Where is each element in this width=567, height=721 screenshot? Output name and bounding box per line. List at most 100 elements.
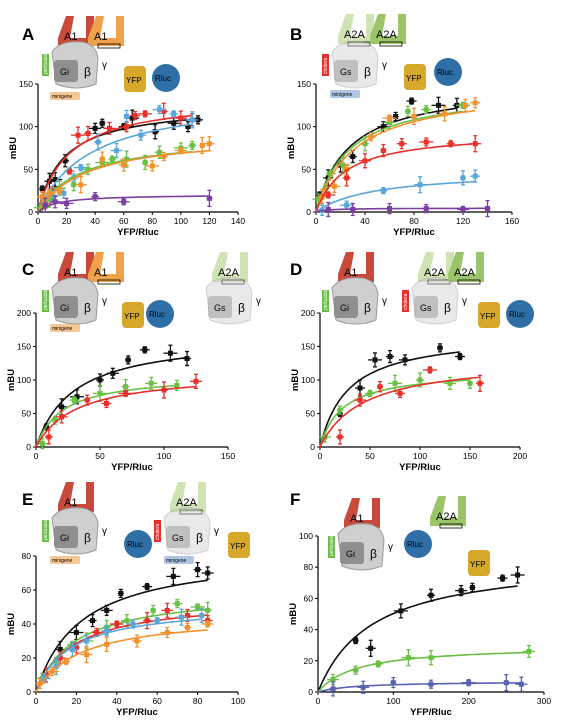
data-point xyxy=(61,190,67,196)
data-point xyxy=(462,102,468,108)
data-point xyxy=(46,434,52,440)
rluc-label: Rluc xyxy=(149,310,165,319)
panel-e: E 0 20 40 60 80 100 0 20 40 60 80 YFP/Rluc mBU xyxy=(6,490,245,718)
y-tick-label: 50 xyxy=(302,164,312,174)
data-point xyxy=(164,630,170,635)
yfp-barrel xyxy=(478,302,500,328)
cholera-label xyxy=(154,520,161,542)
g-protein-shape xyxy=(205,277,253,325)
data-point xyxy=(114,148,120,154)
beta-label: β xyxy=(238,301,245,315)
data-point xyxy=(362,158,368,164)
data-point xyxy=(428,681,434,687)
data-point xyxy=(57,647,63,652)
data-point xyxy=(330,677,336,683)
beta-label: β xyxy=(84,531,91,545)
a1-receptor-2-bar xyxy=(97,43,121,49)
panel-letter: B xyxy=(290,25,302,44)
panel-a: A 0 20 40 60 80 100 120 140 0 50 100 150 YFP/Rluc mBU xyxy=(8,25,245,238)
g-alpha-label: Gi xyxy=(60,303,69,313)
data-point xyxy=(337,407,343,413)
data-point xyxy=(92,194,98,200)
g-alpha-subunit xyxy=(340,542,364,564)
a1-receptor xyxy=(344,498,380,528)
g-alpha-subunit xyxy=(54,60,78,82)
data-point xyxy=(397,390,403,396)
yfp-label: YFP xyxy=(480,312,496,321)
data-point xyxy=(178,148,184,154)
data-point xyxy=(142,347,148,353)
series-lightblue xyxy=(315,169,481,216)
minigene-label-text: minigene xyxy=(52,558,73,564)
a2a-receptor-2 xyxy=(370,14,406,44)
pertussis-label-text: pertussis xyxy=(43,289,49,310)
data-point xyxy=(330,686,336,692)
pertussis-label-text: pertussis xyxy=(43,53,49,74)
data-point xyxy=(472,173,478,179)
yfp-label: YFP xyxy=(124,312,140,321)
data-point xyxy=(174,382,180,388)
data-point xyxy=(325,206,331,212)
fit-curve xyxy=(317,682,522,693)
gamma-label: γ xyxy=(214,526,219,537)
data-point xyxy=(167,350,173,356)
beta-label: β xyxy=(196,531,203,545)
x-tick-label: 0 xyxy=(34,696,39,706)
x-tick-label: 0 xyxy=(36,216,41,226)
x-tick-label: 100 xyxy=(386,696,400,706)
cholera-label-text: cholera xyxy=(155,523,161,540)
beta-label: β xyxy=(444,301,451,315)
data-point xyxy=(437,345,443,351)
gamma-label: γ xyxy=(102,60,107,71)
y-tick-label: 0 xyxy=(26,687,31,697)
y-tick-label: 0 xyxy=(310,442,315,452)
gamma-label: γ xyxy=(462,296,467,307)
yfp-barrel xyxy=(122,302,144,328)
data-point xyxy=(43,672,49,678)
data-point xyxy=(185,624,190,630)
data-point xyxy=(152,129,158,135)
x-tick-label: 40 xyxy=(112,696,122,706)
data-point xyxy=(405,655,411,661)
x-tick-label: 0 xyxy=(34,451,39,461)
data-point xyxy=(503,680,509,686)
data-point xyxy=(63,658,69,664)
data-point xyxy=(95,139,101,145)
y-tick-label: 200 xyxy=(301,308,315,318)
data-point xyxy=(142,160,148,166)
data-point xyxy=(206,195,212,201)
data-point xyxy=(315,196,321,202)
yfp-label: YFP xyxy=(470,560,486,569)
data-point xyxy=(59,404,65,410)
data-point xyxy=(109,156,115,162)
x-tick-label: 200 xyxy=(513,451,527,461)
fit-curve xyxy=(35,618,202,693)
a2a-receptor-bar xyxy=(221,279,245,285)
beta-label: β xyxy=(84,65,91,79)
data-point xyxy=(337,434,343,440)
gamma-label: γ xyxy=(382,296,387,307)
minigene-label xyxy=(50,556,80,564)
data-point xyxy=(428,592,434,598)
cartoon-b: A2A A2A Gs β γ YFP Rluc cholera minigene xyxy=(322,14,462,98)
g-alpha-label: Gs xyxy=(420,303,432,313)
data-point xyxy=(42,202,48,208)
data-point xyxy=(340,162,346,168)
data-point xyxy=(344,175,350,181)
panel-letter: D xyxy=(290,260,302,279)
data-point xyxy=(124,113,130,119)
g-alpha-label: Gi xyxy=(60,67,69,77)
yfp-barrel xyxy=(228,532,250,558)
y-tick-label: 150 xyxy=(301,342,315,352)
data-point xyxy=(357,385,363,391)
data-point xyxy=(161,108,167,114)
panel-b: B 0 40 80 120 160 0 50 100 150 YFP/Rluc mBU xyxy=(286,25,519,238)
a1-receptor-label: A1 xyxy=(350,513,363,525)
data-point xyxy=(150,607,156,613)
pertussis-label-text: pertussis xyxy=(329,535,335,556)
x-tick-label: 0 xyxy=(314,216,319,226)
data-point xyxy=(344,202,350,208)
data-point xyxy=(387,115,392,121)
gamma-label: γ xyxy=(102,296,107,307)
